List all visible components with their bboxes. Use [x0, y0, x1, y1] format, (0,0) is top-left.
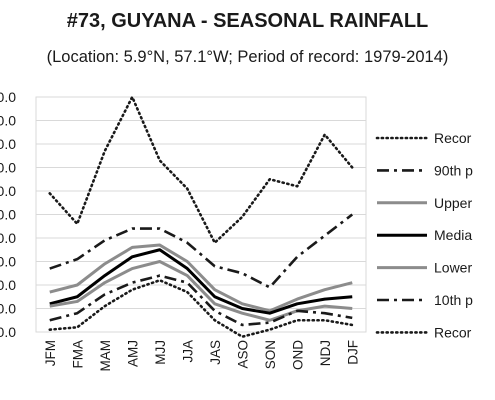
x-tick-label: OND	[290, 340, 305, 370]
x-tick-label: NDJ	[318, 340, 333, 366]
x-tick-label: MJJ	[153, 340, 168, 365]
series-line-5	[49, 274, 353, 327]
y-tick-label: 0.0	[0, 277, 16, 293]
legend-label: 90th p	[434, 162, 473, 178]
x-tick-label: SON	[263, 340, 278, 369]
x-tick-label: FMA	[70, 340, 85, 369]
y-tick-label: 0.0	[0, 113, 16, 129]
legend-label: Upper	[434, 195, 472, 211]
legend-label: 10th p	[434, 292, 473, 308]
x-tick-label: AMJ	[125, 340, 140, 367]
x-tick-label: JJA	[180, 340, 195, 363]
legend-label: Media	[434, 227, 472, 243]
y-tick-label: 0.0	[0, 207, 16, 223]
series-line-3	[49, 248, 353, 315]
y-tick-label: 0.0	[0, 183, 16, 199]
series-line-6	[48, 278, 354, 339]
chart-title: #73, GUYANA - SEASONAL RAINFALL	[66, 10, 429, 32]
y-tick-label: 0.0	[0, 136, 16, 152]
series-line-0	[48, 95, 354, 244]
plot-area-border	[35, 96, 367, 333]
y-tick-label: 0.0	[0, 324, 16, 340]
chart-subtitle: (Location: 5.9°N, 57.1°W; Period of reco…	[46, 48, 449, 66]
y-tick-label: 0.0	[0, 230, 16, 246]
x-tick-label: JAS	[208, 340, 223, 365]
legend-label: Recor	[434, 324, 472, 340]
series-line-1	[49, 213, 354, 289]
series-lines	[48, 95, 354, 339]
x-tick-label: MAM	[98, 340, 113, 372]
series-line-2	[49, 243, 353, 313]
legend: Recor 90th p Upper Media Lower 10th p Recor	[375, 130, 473, 340]
y-tick-label: 0.0	[0, 160, 16, 176]
x-tick-label: DJF	[345, 340, 360, 365]
legend-label: Recor	[434, 130, 472, 146]
x-tick-label: ASO	[235, 340, 250, 369]
x-axis: JFM FMA MAM AMJ MJJ JJA JAS ASO SON OND NDJ DJF	[43, 340, 361, 372]
y-axis: 0.0 0.0 0.0 0.0 0.0 0.0 0.0 0.0 0.0 0.0 0.0	[0, 89, 16, 340]
y-tick-label: 0.0	[0, 301, 16, 317]
x-tick-label: JFM	[43, 340, 58, 366]
y-tick-label: 0.0	[0, 254, 16, 270]
legend-label: Lower	[434, 260, 472, 276]
y-tick-label: 0.0	[0, 89, 16, 105]
